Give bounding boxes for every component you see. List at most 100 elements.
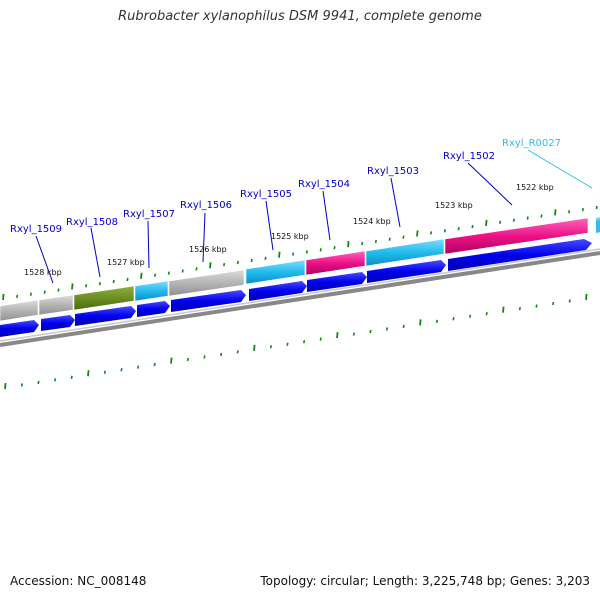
gc-tick: [386, 327, 389, 331]
gc-tick: [416, 230, 419, 237]
gc-tick: [71, 283, 74, 290]
gc-tick: [220, 352, 223, 357]
cog-segment: [38, 294, 74, 316]
gc-tick: [54, 378, 57, 382]
leader-line: [202, 212, 206, 263]
gene-label-rxyl-1508[interactable]: Rxyl_1508: [66, 217, 118, 228]
gc-tick: [286, 342, 289, 346]
gc-tick: [195, 267, 198, 271]
gene-label-rxyl-1507[interactable]: Rxyl_1507: [123, 209, 175, 220]
gc-tick: [236, 350, 239, 354]
gc-tick: [85, 284, 88, 288]
gc-tick: [181, 269, 184, 273]
leader-line: [265, 200, 274, 251]
cog-segment: [0, 299, 39, 322]
gc-tick: [16, 294, 19, 299]
gene-arrow[interactable]: [75, 306, 136, 326]
gene-label-rxyl-1509[interactable]: Rxyl_1509: [10, 224, 62, 235]
gene-arrow[interactable]: [0, 320, 39, 337]
gc-tick: [153, 362, 156, 367]
gc-tick: [499, 220, 502, 224]
gene-arrow[interactable]: [171, 290, 246, 312]
cog-segment: [444, 217, 589, 255]
gene-arrow[interactable]: [41, 315, 75, 331]
gc-tick: [419, 319, 422, 326]
gc-tick: [112, 279, 115, 284]
gc-tick: [333, 246, 336, 250]
gc-tick: [568, 210, 571, 214]
kbp-label: 1528 kbp: [24, 268, 62, 277]
gc-tick: [264, 256, 267, 260]
kbp-label: 1523 kbp: [435, 201, 473, 210]
gene-arrow[interactable]: [448, 239, 592, 271]
gc-tick: [278, 251, 281, 258]
gc-tick: [568, 299, 571, 303]
kbp-label: 1522 kbp: [516, 183, 554, 192]
gc-tick: [581, 207, 584, 212]
gene-label-rxyl-1503[interactable]: Rxyl_1503: [367, 166, 419, 177]
gc-tick: [457, 227, 460, 231]
gc-tick: [471, 224, 474, 229]
gc-tick: [374, 239, 377, 244]
gc-tick: [430, 231, 433, 235]
gene-label-rxyl-1505[interactable]: Rxyl_1505: [240, 189, 292, 200]
leader-line: [90, 227, 101, 278]
gc-tick: [402, 324, 405, 329]
gc-tick: [236, 260, 239, 265]
gene-label-rxyl-1506[interactable]: Rxyl_1506: [180, 200, 232, 211]
gc-tick: [526, 216, 529, 220]
gc-tick: [170, 357, 173, 364]
rna-arrow[interactable]: [596, 220, 600, 233]
gc-tick: [305, 250, 308, 254]
kbp-label: 1526 kbp: [189, 245, 227, 254]
kbp-scale: 1528 kbp 1527 kbp 1526 kbp 1525 kbp 1524…: [24, 183, 554, 277]
gene-label-rxyl-r0027[interactable]: Rxyl_R0027: [502, 138, 561, 149]
leader-line: [390, 177, 401, 228]
gene-leader-lines: [35, 149, 593, 284]
gene-arrow[interactable]: [137, 301, 170, 317]
gc-tick: [388, 237, 391, 241]
gc-tick: [137, 365, 140, 369]
gc-tick: [361, 241, 364, 246]
gc-tick: [29, 292, 32, 296]
gc-tick: [512, 218, 515, 222]
gc-tick: [87, 370, 90, 377]
gc-tick: [269, 345, 272, 349]
kbp-label: 1527 kbp: [107, 258, 145, 267]
gc-tick: [518, 306, 521, 311]
gc-tick: [336, 332, 339, 339]
leader-line: [147, 220, 150, 269]
gc-tick: [20, 383, 23, 387]
gc-tick: [585, 293, 588, 301]
gc-tick: [43, 290, 46, 294]
gc-tick: [154, 273, 157, 277]
gc-tick: [347, 241, 350, 248]
gc-tick: [552, 301, 555, 306]
gene-label-rxyl-1502[interactable]: Rxyl_1502: [443, 151, 495, 162]
gc-tick: [369, 329, 372, 334]
gc-tick: [319, 248, 322, 252]
gc-tick-row-bottom: [4, 293, 588, 390]
gc-tick: [540, 214, 543, 218]
gene-arrow[interactable]: [249, 281, 307, 301]
gc-tick: [502, 306, 505, 313]
gc-tick: [452, 317, 455, 321]
gene-label-rxyl-1504[interactable]: Rxyl_1504: [298, 179, 350, 190]
cog-feature-ring: [0, 217, 600, 322]
gc-tick: [4, 382, 7, 390]
gc-tick: [303, 340, 306, 344]
kbp-label: 1524 kbp: [353, 217, 391, 226]
cog-segment: [73, 285, 135, 311]
cog-segment: [245, 259, 306, 285]
gene-arrow[interactable]: [367, 260, 446, 283]
gene-arrow[interactable]: [307, 272, 367, 292]
cog-segment: [134, 280, 169, 302]
gc-tick: [2, 293, 5, 301]
accession-label: Accession: NC_008148: [10, 574, 147, 588]
gc-tick: [120, 368, 123, 372]
gc-tick: [186, 357, 189, 362]
gc-tick: [443, 229, 446, 233]
gc-tick: [292, 252, 295, 256]
cog-segment: [168, 269, 245, 297]
gc-tick: [140, 272, 143, 279]
